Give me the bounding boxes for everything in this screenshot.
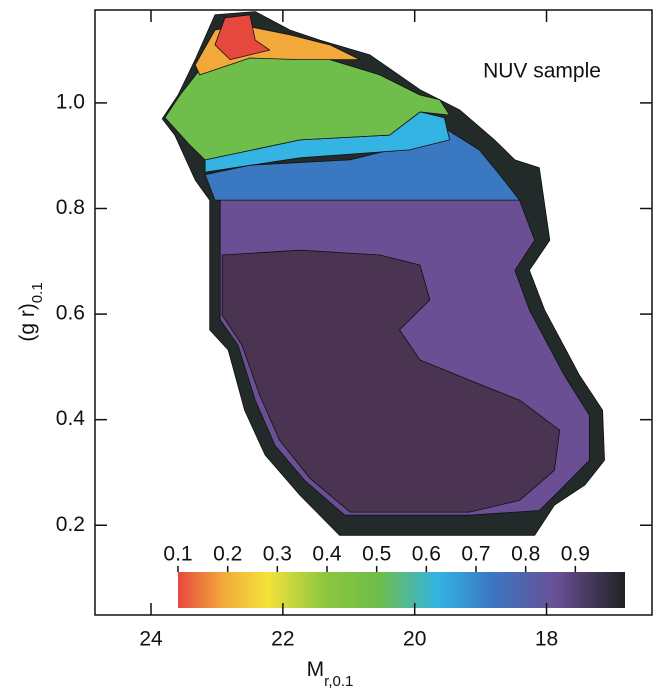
contour-regions [161, 11, 605, 536]
y-axis-label: (g r)0.1 [16, 282, 46, 341]
y-tick-label: 0.4 [56, 407, 86, 430]
plot-frame [94, 9, 653, 616]
x-axis-label: Mr,0.1 [307, 658, 354, 690]
contour-region [221, 249, 561, 513]
y-tick-label: 0.2 [56, 513, 85, 536]
y-tick-label: 0.8 [56, 196, 85, 219]
annotation: NUV sample [483, 60, 601, 83]
colorbar-tick-label: 0.9 [561, 543, 590, 566]
colorbar-tick-label: 0.7 [461, 543, 490, 566]
colorbar-tick-label: 0.6 [412, 543, 441, 566]
colorbar-tick-label: 0.5 [362, 543, 391, 566]
colorbar-tick-label: 0.2 [213, 543, 242, 566]
x-tick-label: 18 [535, 628, 558, 651]
x-label-main: M [307, 658, 325, 681]
colorbar [178, 572, 625, 608]
colorbar-tick-label: 0.1 [163, 543, 192, 566]
contour-region [214, 14, 271, 60]
contour-region [204, 124, 520, 201]
y-tick-label: 0.6 [56, 302, 85, 325]
colorbar-tick-label: 0.4 [312, 543, 342, 566]
x-tick-label: 22 [271, 628, 294, 651]
y-tick-label: 1.0 [56, 90, 85, 113]
y-label-main: (g r) [16, 303, 39, 342]
x-label-sub: r,0.1 [324, 673, 353, 690]
y-label-sub: 0.1 [29, 282, 46, 303]
x-tick-label: 24 [139, 628, 163, 651]
x-tick-label: 20 [403, 628, 426, 651]
colorbar-tick-label: 0.3 [263, 543, 292, 566]
colorbar-tick-label: 0.8 [511, 543, 540, 566]
